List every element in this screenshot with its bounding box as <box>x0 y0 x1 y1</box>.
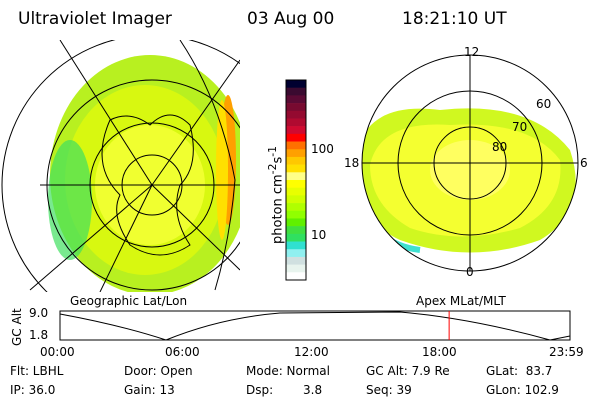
colorbar-swatch <box>286 264 306 273</box>
mode: Mode: Normal <box>246 364 330 378</box>
xtick: 06:00 <box>165 345 200 359</box>
colorbar-swatch <box>286 95 306 104</box>
colorbar-swatch <box>286 103 306 112</box>
colorbar-frame <box>285 79 307 281</box>
colorbar-swatch <box>286 87 306 96</box>
colorbar-swatch <box>286 180 306 188</box>
lat-label-80: 80 <box>492 140 508 154</box>
colorbar-swatch <box>286 126 306 135</box>
left-map-caption: Geographic Lat/Lon <box>70 294 188 308</box>
dsp-value: 3.8 <box>303 383 323 397</box>
mlt-label-0: 0 <box>466 265 474 279</box>
ip: IP: 36.0 <box>10 383 56 397</box>
ytick-1.8: 1.8 <box>29 328 49 342</box>
colorbar-swatch <box>286 272 306 281</box>
colorbar-swatch <box>286 172 306 181</box>
colorbar-tick-100: 100 <box>311 142 334 156</box>
dsp-label: Dsp: <box>246 383 274 397</box>
unit-text: photon cm <box>270 174 286 244</box>
colorbar-swatch <box>286 118 306 127</box>
door: Door: Open <box>124 364 193 378</box>
gc-alt: GC Alt: 7.9 Re <box>366 364 450 378</box>
date: 03 Aug 00 <box>247 9 335 29</box>
colorbar-swatch <box>286 80 306 88</box>
glon: GLon: 102.9 <box>486 383 559 397</box>
colorbar-swatch <box>286 156 306 165</box>
colorbar-swatch <box>286 110 306 119</box>
instrument-title: Ultraviolet Imager <box>18 9 172 29</box>
colorbar-swatch <box>286 226 306 235</box>
ytick-9: 9.0 <box>29 306 49 320</box>
gain: Gain: 13 <box>124 383 175 397</box>
alt-plot <box>59 310 571 341</box>
filter: Flt: LBHL <box>10 364 64 378</box>
colorbar-swatch <box>286 210 306 219</box>
colorbar-swatch <box>286 218 306 227</box>
mlt-label-6: 6 <box>580 156 588 170</box>
xtick: 23:59 <box>549 345 584 359</box>
colorbar-swatch <box>286 187 306 196</box>
colorbar-swatch <box>286 164 306 173</box>
glat: GLat: 83.7 <box>486 364 553 378</box>
colorbar-label: photon cm-2s-1 <box>266 146 285 244</box>
mlt-label-12: 12 <box>464 45 480 59</box>
colorbar-swatch <box>286 203 306 212</box>
colorbar-swatch <box>286 249 306 258</box>
colorbar <box>285 79 307 281</box>
colorbar-swatch <box>286 233 306 242</box>
geographic-map <box>1 40 240 292</box>
colorbar-tick-10: 10 <box>311 228 327 242</box>
right-map-caption: Apex MLat/MLT <box>416 294 506 308</box>
colorbar-swatch <box>286 133 306 142</box>
unit-s: s <box>270 156 286 164</box>
alt-ylabel: GC Alt <box>10 308 24 346</box>
xtick: 00:00 <box>40 345 75 359</box>
lat-label-60: 60 <box>536 97 552 111</box>
xtick: 12:00 <box>294 345 329 359</box>
apex-map <box>361 54 579 272</box>
colorbar-swatch <box>286 256 306 265</box>
colorbar-swatch <box>286 241 306 250</box>
seq: Seq: 39 <box>366 383 412 397</box>
colorbar-swatch <box>286 195 306 204</box>
unit-exp: -2 <box>266 163 279 175</box>
unit-exp2: -1 <box>266 145 279 157</box>
mlt-label-18: 18 <box>344 156 360 170</box>
colorbar-swatch <box>286 149 306 158</box>
colorbar-swatch <box>286 141 306 150</box>
lat-label-70: 70 <box>512 120 528 134</box>
time: 18:21:10 UT <box>402 9 507 29</box>
xtick: 18:00 <box>422 345 457 359</box>
